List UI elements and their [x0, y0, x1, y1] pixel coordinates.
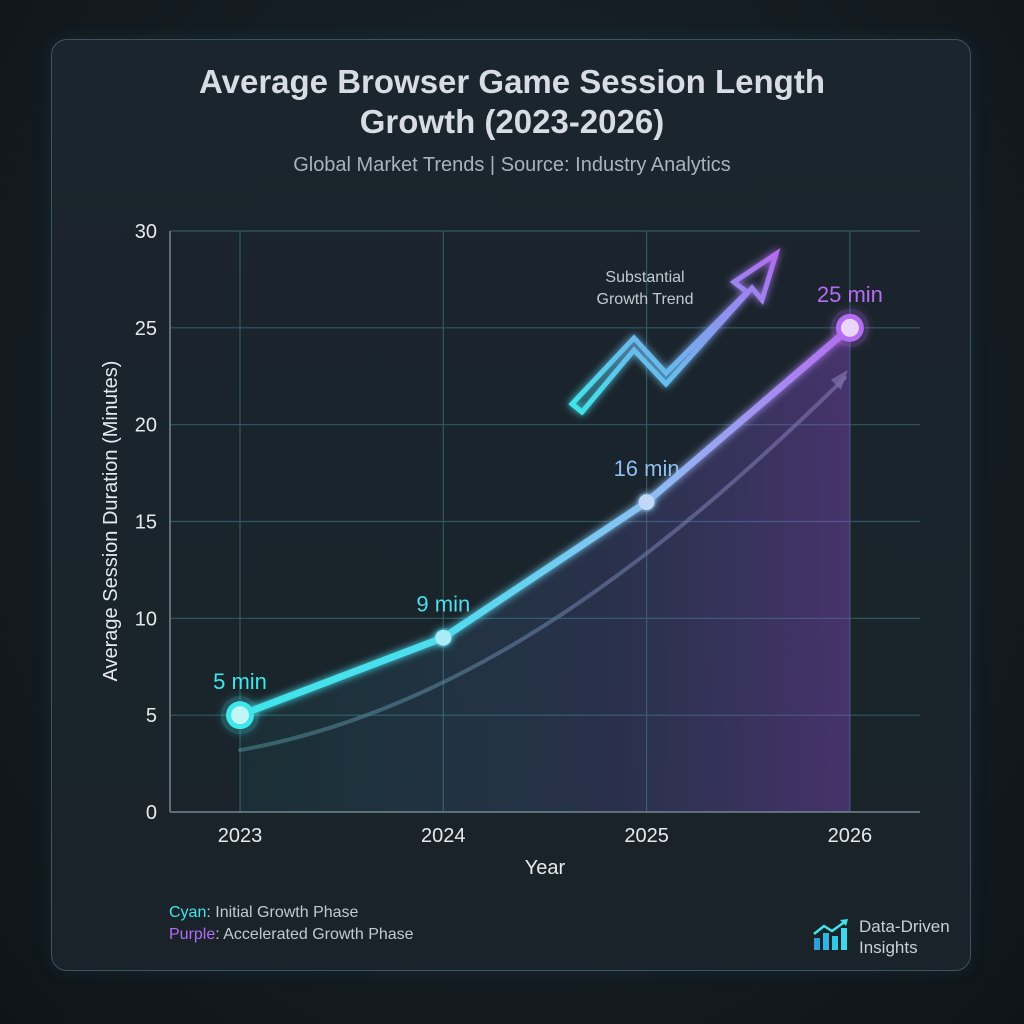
- x-tick-label: 2023: [218, 825, 263, 847]
- chart-title-line-2: Growth (2023-2026): [359, 103, 665, 140]
- data-point-core: [840, 318, 859, 337]
- data-point: [638, 494, 655, 511]
- x-axis-title: Year: [525, 857, 566, 879]
- y-tick-label: 15: [135, 512, 157, 534]
- brand-text: Data-Driven Insights: [859, 916, 950, 958]
- brand-line-2: Insights: [859, 938, 918, 957]
- x-tick-label: 2026: [828, 825, 873, 847]
- growth-annotation: Substantial Growth Trend: [568, 248, 781, 416]
- legend: Cyan: Initial Growth Phase Purple: Accel…: [169, 902, 414, 946]
- data-label: 25 min: [817, 282, 883, 307]
- y-tick-label: 30: [135, 221, 157, 243]
- x-tick-label: 2025: [624, 825, 669, 847]
- data-label: 16 min: [614, 456, 680, 481]
- trend-shadow-line: [238, 369, 848, 753]
- growth-arrow-icon: [568, 248, 781, 416]
- legend-cyan-keyword: Cyan: [169, 904, 207, 921]
- annotation-line-2: Growth Trend: [597, 291, 694, 308]
- brand-logo: Data-Driven Insights: [812, 914, 972, 958]
- chart-subtitle: Global Market Trends | Source: Industry …: [293, 154, 731, 176]
- series-line: [236, 324, 854, 719]
- legend-item-cyan: Cyan: Initial Growth Phase: [169, 902, 414, 924]
- chart-title-line-1: Average Browser Game Session Length: [199, 63, 825, 100]
- bar-chart-trend-icon: [813, 919, 848, 950]
- data-labels: 5 min 9 min 16 min 25 min: [213, 282, 883, 694]
- data-label: 9 min: [416, 592, 470, 617]
- brand-line-1: Data-Driven: [859, 917, 950, 936]
- legend-item-purple: Purple: Accelerated Growth Phase: [169, 924, 414, 946]
- y-tick-label: 0: [146, 802, 157, 824]
- y-tick-label: 20: [135, 415, 157, 437]
- series-line-segment: [643, 324, 854, 506]
- legend-purple-text: : Accelerated Growth Phase: [215, 926, 414, 943]
- chart-title: Average Browser Game Session Length Grow…: [0, 62, 1024, 142]
- data-points: [221, 308, 869, 735]
- y-axis-title: Average Session Duration (Minutes): [100, 361, 122, 682]
- annotation-line-1: Substantial: [605, 269, 684, 286]
- y-tick-label: 5: [146, 705, 157, 727]
- series-line-segment: [439, 498, 651, 642]
- legend-purple-keyword: Purple: [169, 926, 216, 943]
- trend-shadow-arrowhead: [830, 369, 848, 390]
- y-tick-label: 10: [135, 608, 157, 630]
- data-point: [435, 629, 452, 646]
- series-line-segment: [236, 634, 447, 719]
- legend-cyan-text: : Initial Growth Phase: [206, 904, 359, 921]
- data-point-core: [231, 706, 249, 725]
- data-label: 5 min: [213, 669, 267, 694]
- y-tick-label: 25: [135, 318, 157, 340]
- trend-shadow-curve: [238, 375, 847, 753]
- x-tick-label: 2024: [421, 825, 466, 847]
